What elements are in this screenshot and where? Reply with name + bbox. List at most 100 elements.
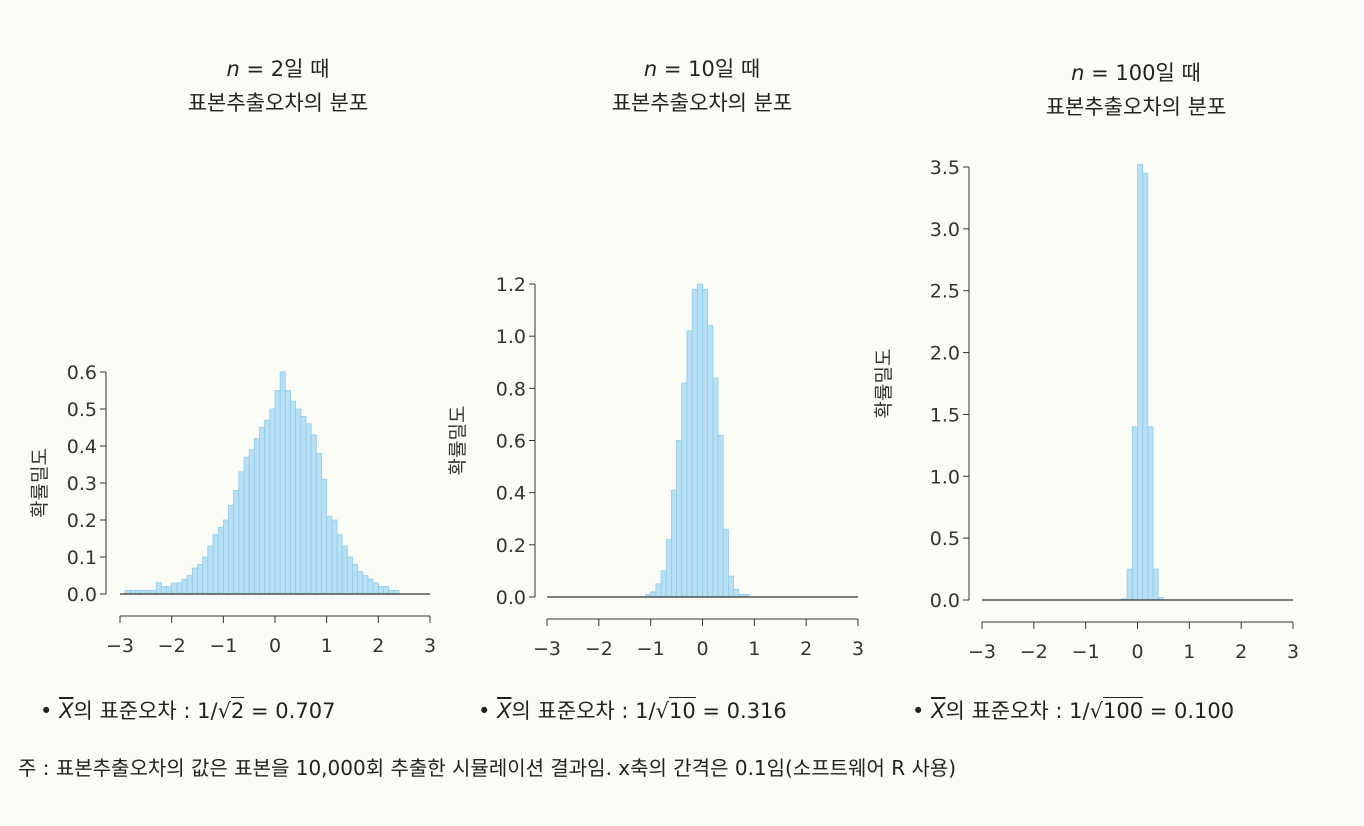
panel-2-bar [722,528,729,598]
panel-1-bar [274,390,281,595]
panel-2-x-tick-label: −2 [585,638,613,660]
panel-1-bar [197,564,204,595]
panel-3-bar [1152,568,1159,601]
panel-1-x-tick-label: 2 [372,635,384,657]
panel-1-bar [160,586,167,595]
panel-1-y-tick-label: 0.1 [67,547,97,569]
panel-3-standard-error: • X의 표준오차 : 1/√100 = 0.100 [912,697,1235,723]
panel-2-x-tick-label: 1 [748,638,760,660]
panel-1-y-tick-label: 0.2 [67,510,97,532]
panel-3-bar [1137,164,1144,601]
panel-2-bar [671,489,677,598]
panel-2-bar [702,288,709,598]
panel-3-bar [1126,568,1133,601]
panel-1-bar [372,582,379,595]
panel-1-bar [331,519,338,595]
panel-1-bar [300,415,307,595]
panel-2-bar [655,583,662,598]
panel-1-bar [269,408,276,595]
panel-1-bar [171,582,178,595]
panel-2-bar [681,382,688,598]
panel-2-y-tick-label: 0.6 [496,431,526,453]
panel-2-y-axis-label: 확률밀도 [447,406,469,476]
panel-2-bar [665,539,672,598]
panel-1-y-tick-label: 0.6 [67,362,97,384]
panel-1-title: n = 2일 때 표본추출오차의 분포 [187,57,369,115]
panel-1-bar [367,578,374,595]
panel-3-y-tick-label: 0.0 [930,590,960,612]
panel-1-bar [238,471,245,595]
footnote: 주 : 표본추출오차의 값은 표본을 10,000회 추출한 시뮬레이션 결과임… [18,756,957,780]
panel-2-bar [691,288,698,598]
panel-2-bar [712,377,719,598]
panel-1-x-tick-label: 0 [269,635,281,657]
panel-1-bar [243,456,250,595]
panel-2-bar [696,283,703,598]
panel-2-bar [717,434,724,598]
panel-1-bar [326,515,333,595]
panel-1-x-tick-label: −3 [106,635,134,657]
panel-2-y-tick-label: 1.0 [496,326,526,348]
panel-1-y-tick-label: 0.4 [67,436,97,458]
panel-3-y-axis-label: 확률밀도 [873,349,895,419]
panel-1-x-tick-label: −1 [209,635,237,657]
panel-1-bar [191,567,198,595]
panel-1-standard-error: • X의 표준오차 : 1/√2 = 0.707 [40,697,336,723]
panel-3-y-tick-label: 3.0 [930,219,960,241]
panel-1-x-tick-label: −2 [158,635,186,657]
panel-1-bar [362,575,369,595]
panel-1-bar [202,556,209,595]
panel-1-bar [305,423,312,595]
panel-2-y-tick-label: 1.2 [496,274,526,296]
panel-1-bar [352,564,359,595]
panel-1-bar [222,519,229,595]
panel-1-bar [228,504,235,595]
panel-2-bar [707,325,714,598]
panel-1-bar [253,438,260,595]
panel-3-bar [1147,426,1154,601]
panel-2-bar [676,440,683,598]
panel-2-x-tick-label: 0 [696,638,708,660]
panel-1-bar [181,578,188,595]
panel-1-bar [166,586,173,595]
panel-2-x-tick-label: 3 [852,638,864,660]
panel-1-bar [290,401,297,595]
panel-2-bar [686,330,693,598]
panel-2-bar [650,591,657,598]
panel-1-x-tick-label: 3 [424,635,436,657]
panel-3-y-tick-label: 2.0 [930,343,960,365]
panel-2-x-tick-label: −3 [533,638,561,660]
panel-1-bar [264,419,271,595]
panel-1-y-tick-label: 0.3 [67,473,97,495]
panel-1-bar [357,571,364,595]
panel-3-y-tick-label: 1.0 [930,466,960,488]
panel-2-y-tick-label: 0.8 [496,378,526,400]
panel-3-y-tick-label: 3.5 [930,157,960,179]
panel-1-bar [207,545,214,595]
panel-1-bar [295,408,302,595]
panel-1-bar [233,489,240,595]
panel-3-x-tick-label: −3 [968,641,996,663]
panel-1-bar [315,452,322,595]
panel-1-bar [217,527,224,595]
panel-3-x-tick-label: 1 [1183,641,1195,663]
panel-1-bar [212,534,219,595]
panel-3-x-tick-label: 3 [1287,641,1299,663]
panel-1-bar [284,390,291,595]
panel-3-x-tick-label: −1 [1072,641,1100,663]
panel-2-y-tick-label: 0.4 [496,483,526,505]
panel-1-x-tick-label: 1 [321,635,333,657]
panel-2-bar [728,575,734,598]
panel-1-bar [336,534,343,595]
panel-2-x-tick-label: 2 [800,638,812,660]
panel-3-y-tick-label: 1.5 [930,404,960,426]
panel-1-bar [341,545,348,595]
panel-2-y-tick-label: 0.0 [496,587,526,609]
panel-3-y-tick-label: 0.5 [930,528,960,550]
panel-1-bar [155,582,162,595]
panel-1-bar [259,427,266,595]
panel-1-y-tick-label: 0.0 [67,584,97,606]
panel-3-x-tick-label: 0 [1131,641,1143,663]
panel-3-x-tick-label: 2 [1235,641,1247,663]
panel-1-bar [383,586,390,595]
